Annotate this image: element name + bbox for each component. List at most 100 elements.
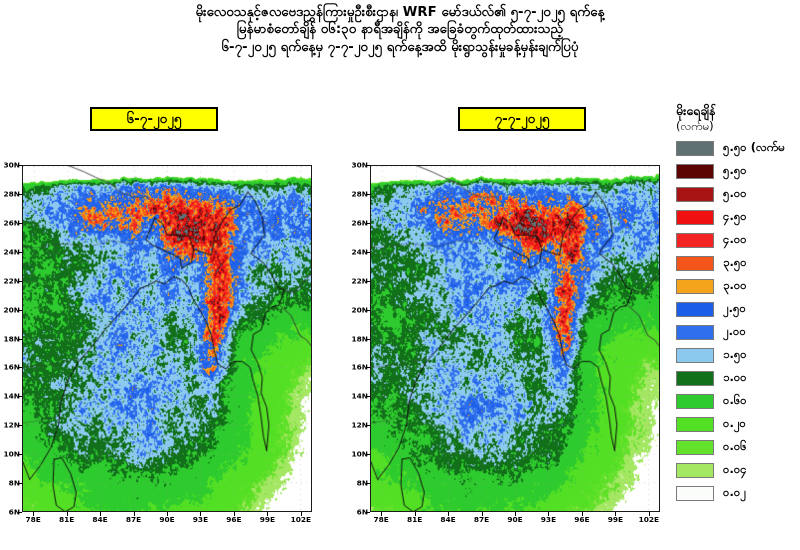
lon-tick-mark bbox=[100, 512, 102, 516]
map-frame-right bbox=[370, 165, 660, 512]
legend-color-swatch bbox=[676, 347, 714, 363]
date-tag-left: ၆-၇-၂၀၂၅ bbox=[90, 107, 218, 131]
legend-label: ၄.၀၀ bbox=[723, 231, 747, 246]
title-line-3: ၆-၇-၂၀၂၅ ရက်နေ့မှ ၇-၇-၂၀၂၅ ရက်နေ့အထိ မို… bbox=[221, 39, 579, 55]
lon-tick-mark bbox=[300, 512, 302, 516]
title-line-2: မြန်မာစံတော်ချိန် ၀၆:၃၀ နာရီအချိန်ကို အခ… bbox=[236, 22, 564, 38]
lon-tick-label: 93E bbox=[192, 515, 209, 524]
legend-row: ၀.၆၀ bbox=[676, 390, 800, 413]
lat-tick-mark bbox=[18, 512, 22, 513]
lat-tick-label: 30N bbox=[3, 160, 20, 170]
legend-unit: (လက်မ) bbox=[676, 119, 714, 134]
lon-tick-label: 87E bbox=[125, 515, 142, 524]
page-title: မိုးလေဝသနှင့်ဇလဗေဒညွှန်ကြားမှုဦးစီးဌာန၊ … bbox=[0, 4, 800, 56]
lat-tick-label: 16N bbox=[3, 362, 20, 372]
lat-tick-mark bbox=[18, 193, 22, 195]
legend-color-swatch bbox=[676, 439, 714, 455]
lon-tick-mark bbox=[615, 512, 617, 516]
legend-row: ၀.၀၂ bbox=[676, 482, 800, 505]
lon-tick-mark bbox=[133, 512, 135, 516]
lon-tick-label: 78E bbox=[373, 515, 389, 524]
lat-tick-mark bbox=[366, 454, 370, 456]
lat-tick-mark bbox=[18, 454, 22, 456]
lat-tick-label: 14N bbox=[351, 391, 368, 401]
lon-tick-mark bbox=[481, 512, 483, 516]
lon-tick-mark bbox=[66, 512, 68, 516]
lat-tick-mark bbox=[366, 396, 370, 398]
legend-row: ၅.၀၀ bbox=[676, 183, 800, 206]
lon-tick-label: 102E bbox=[290, 515, 312, 524]
legend-row: ၂.၀၀ bbox=[676, 321, 800, 344]
lat-tick-mark bbox=[18, 309, 22, 311]
legend-color-swatch bbox=[676, 163, 714, 179]
lat-tick-label: 28N bbox=[3, 189, 20, 199]
lon-tick-mark bbox=[233, 512, 235, 516]
lon-tick-label: 96E bbox=[226, 515, 242, 524]
legend-label: ၃.၅၀ bbox=[723, 254, 747, 269]
legend-label: ၀.၂၀ bbox=[723, 415, 746, 430]
legend-color-swatch bbox=[676, 255, 714, 271]
legend-label: ၃.၀၀ bbox=[723, 277, 747, 292]
lat-tick-label: 8N bbox=[8, 478, 20, 488]
legend-color-swatch bbox=[676, 186, 714, 202]
lat-tick-mark bbox=[18, 425, 22, 427]
legend-color-swatch bbox=[676, 393, 714, 409]
lat-tick-mark bbox=[18, 251, 22, 253]
lat-tick-mark bbox=[366, 309, 370, 311]
legend-color-swatch bbox=[676, 485, 714, 501]
lon-tick-mark bbox=[267, 512, 269, 516]
legend-row: ၁.၀၀ bbox=[676, 367, 800, 390]
lat-tick-mark bbox=[366, 338, 370, 340]
lat-tick-mark bbox=[366, 483, 370, 485]
lat-tick-label: 26N bbox=[351, 218, 368, 228]
legend-color-swatch bbox=[676, 462, 714, 478]
lat-tick-label: 10N bbox=[351, 449, 368, 459]
lon-tick-label: 84E bbox=[92, 515, 108, 524]
lat-tick-label: 14N bbox=[3, 391, 20, 401]
lon-tick-mark bbox=[515, 512, 516, 516]
legend-row: ၀.၂၀ bbox=[676, 413, 800, 436]
legend-row: ၄.၅၀ bbox=[676, 206, 800, 229]
lon-tick-label: 81E bbox=[58, 515, 75, 524]
lon-tick-mark bbox=[448, 512, 450, 516]
lon-tick-mark bbox=[167, 512, 168, 516]
lon-tick-label: 84E bbox=[440, 515, 456, 524]
lat-tick-label: 24N bbox=[3, 247, 20, 257]
legend-label: ၅.၀၀ bbox=[723, 185, 747, 200]
rainfall-legend: မိုးရေချိန် (လက်မ) ၅.၅၀ (လက်မ ၅.၅၀ ၅.၀၀ ၄.၅… bbox=[676, 103, 800, 505]
legend-label: ၁.၅၀ bbox=[723, 346, 747, 361]
lon-tick-mark bbox=[414, 512, 416, 516]
legend-color-swatch bbox=[676, 416, 714, 432]
lat-tick-label: 12N bbox=[351, 420, 368, 430]
legend-color-swatch bbox=[676, 278, 714, 294]
lat-tick-label: 22N bbox=[3, 276, 20, 286]
lat-tick-label: 22N bbox=[351, 276, 368, 286]
legend-color-swatch bbox=[676, 209, 714, 225]
legend-color-swatch bbox=[676, 370, 714, 386]
lon-tick-label: 90E bbox=[507, 515, 523, 524]
rainfall-raster-left bbox=[23, 166, 311, 511]
lat-tick-label: 10N bbox=[3, 449, 20, 459]
lat-tick-label: 20N bbox=[351, 305, 368, 315]
legend-label: ၀.၆၀ bbox=[723, 392, 747, 407]
lat-tick-label: 24N bbox=[351, 247, 368, 257]
lat-tick-mark bbox=[18, 165, 22, 166]
lat-tick-mark bbox=[18, 280, 22, 282]
rainfall-raster-right bbox=[371, 166, 659, 511]
lat-tick-mark bbox=[18, 396, 22, 398]
rainfall-map-right: 6N 8N 10N 12N 14N 16N 18N 20N 22N 24N 26N 28N 30N 78E… bbox=[352, 161, 660, 524]
lat-tick-mark bbox=[366, 251, 370, 253]
lat-tick-label: 18N bbox=[351, 334, 368, 343]
lon-tick-label: 87E bbox=[473, 515, 490, 524]
legend-row: ၀.၀၄ bbox=[676, 459, 800, 482]
legend-row: ၅.၅၀ (လက်မ bbox=[676, 137, 800, 160]
date-tag-right: ၇-၇-၂၀၂၅ bbox=[458, 107, 586, 131]
legend-row: ၃.၀၀ bbox=[676, 275, 800, 298]
legend-row: ၄.၀၀ bbox=[676, 229, 800, 252]
legend-label: ၁.၀၀ bbox=[723, 369, 747, 384]
legend-color-swatch bbox=[676, 140, 714, 156]
lat-tick-mark bbox=[366, 193, 370, 195]
rainfall-map-left: 6N 8N 10N 12N 14N 16N 18N 20N 22N 24N 26N 28N 30N 78E… bbox=[4, 161, 312, 524]
lat-tick-mark bbox=[366, 367, 370, 369]
legend-label: ၀.၀၂ bbox=[723, 484, 746, 499]
